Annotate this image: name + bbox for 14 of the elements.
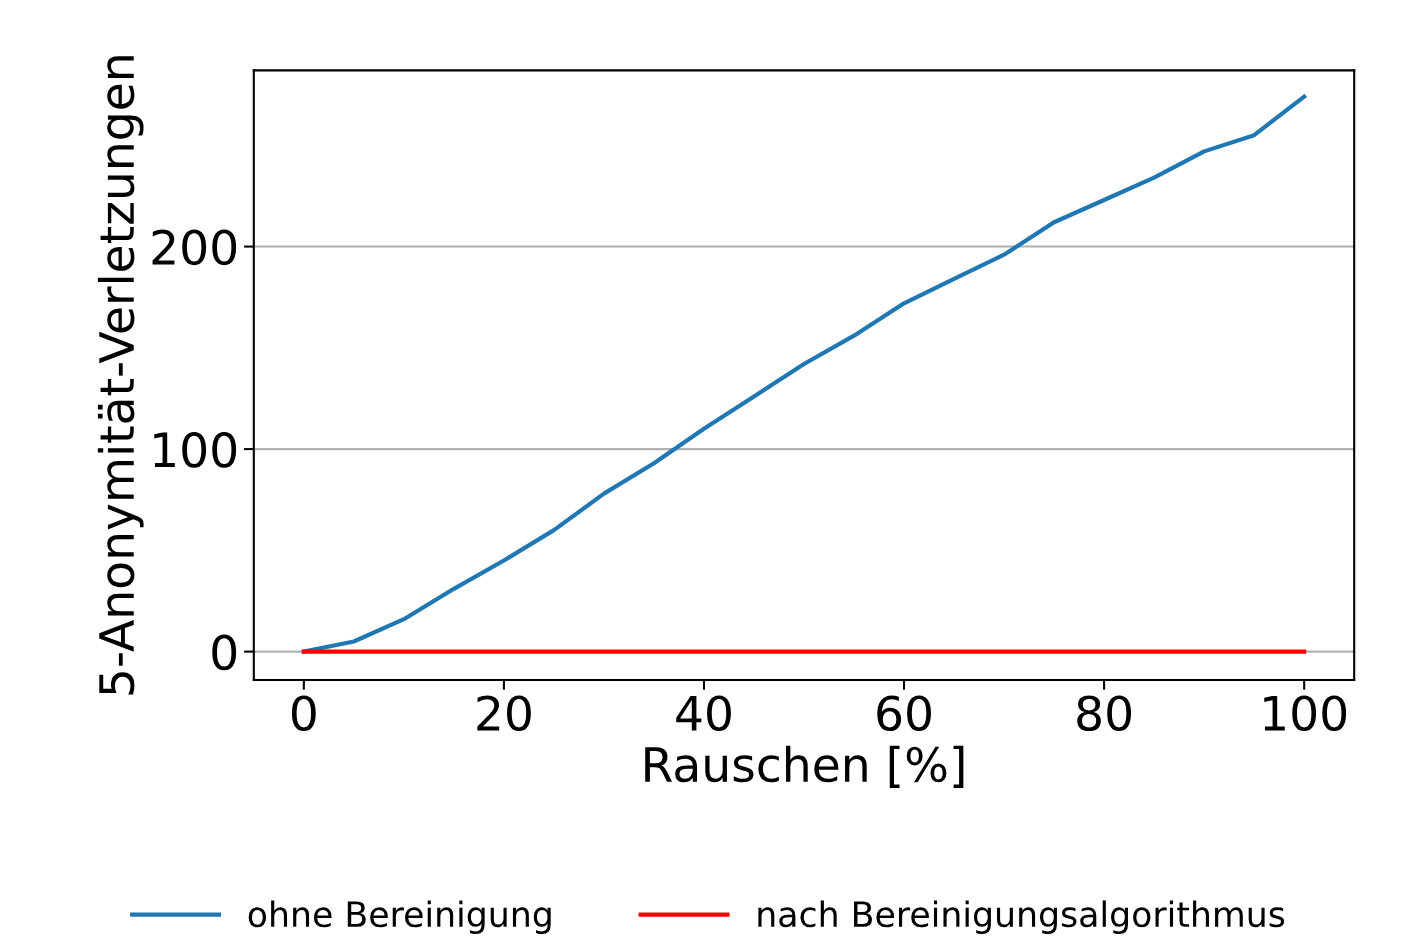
x-tick-label: 0 bbox=[291, 695, 316, 732]
y-axis-title: 5-Anonymität-Verletzungen bbox=[97, 56, 144, 695]
y-tick-label: 0 bbox=[212, 634, 237, 671]
x-axis-title: Rauschen [%] bbox=[645, 745, 964, 788]
x-tick-label: 20 bbox=[477, 695, 531, 732]
legend-label: nach Bereinigungsalgorithmus bbox=[758, 900, 1285, 935]
x-tick-label: 100 bbox=[1264, 695, 1347, 732]
line-series bbox=[301, 94, 1307, 654]
y-tick-label: 100 bbox=[154, 431, 237, 468]
x-tick-label: 40 bbox=[676, 695, 731, 732]
x-tick-label: 60 bbox=[877, 695, 931, 732]
x-tick-label: 80 bbox=[1077, 695, 1132, 732]
legend-label: ohne Bereinigung bbox=[248, 900, 551, 935]
y-tick-label: 200 bbox=[152, 229, 237, 266]
